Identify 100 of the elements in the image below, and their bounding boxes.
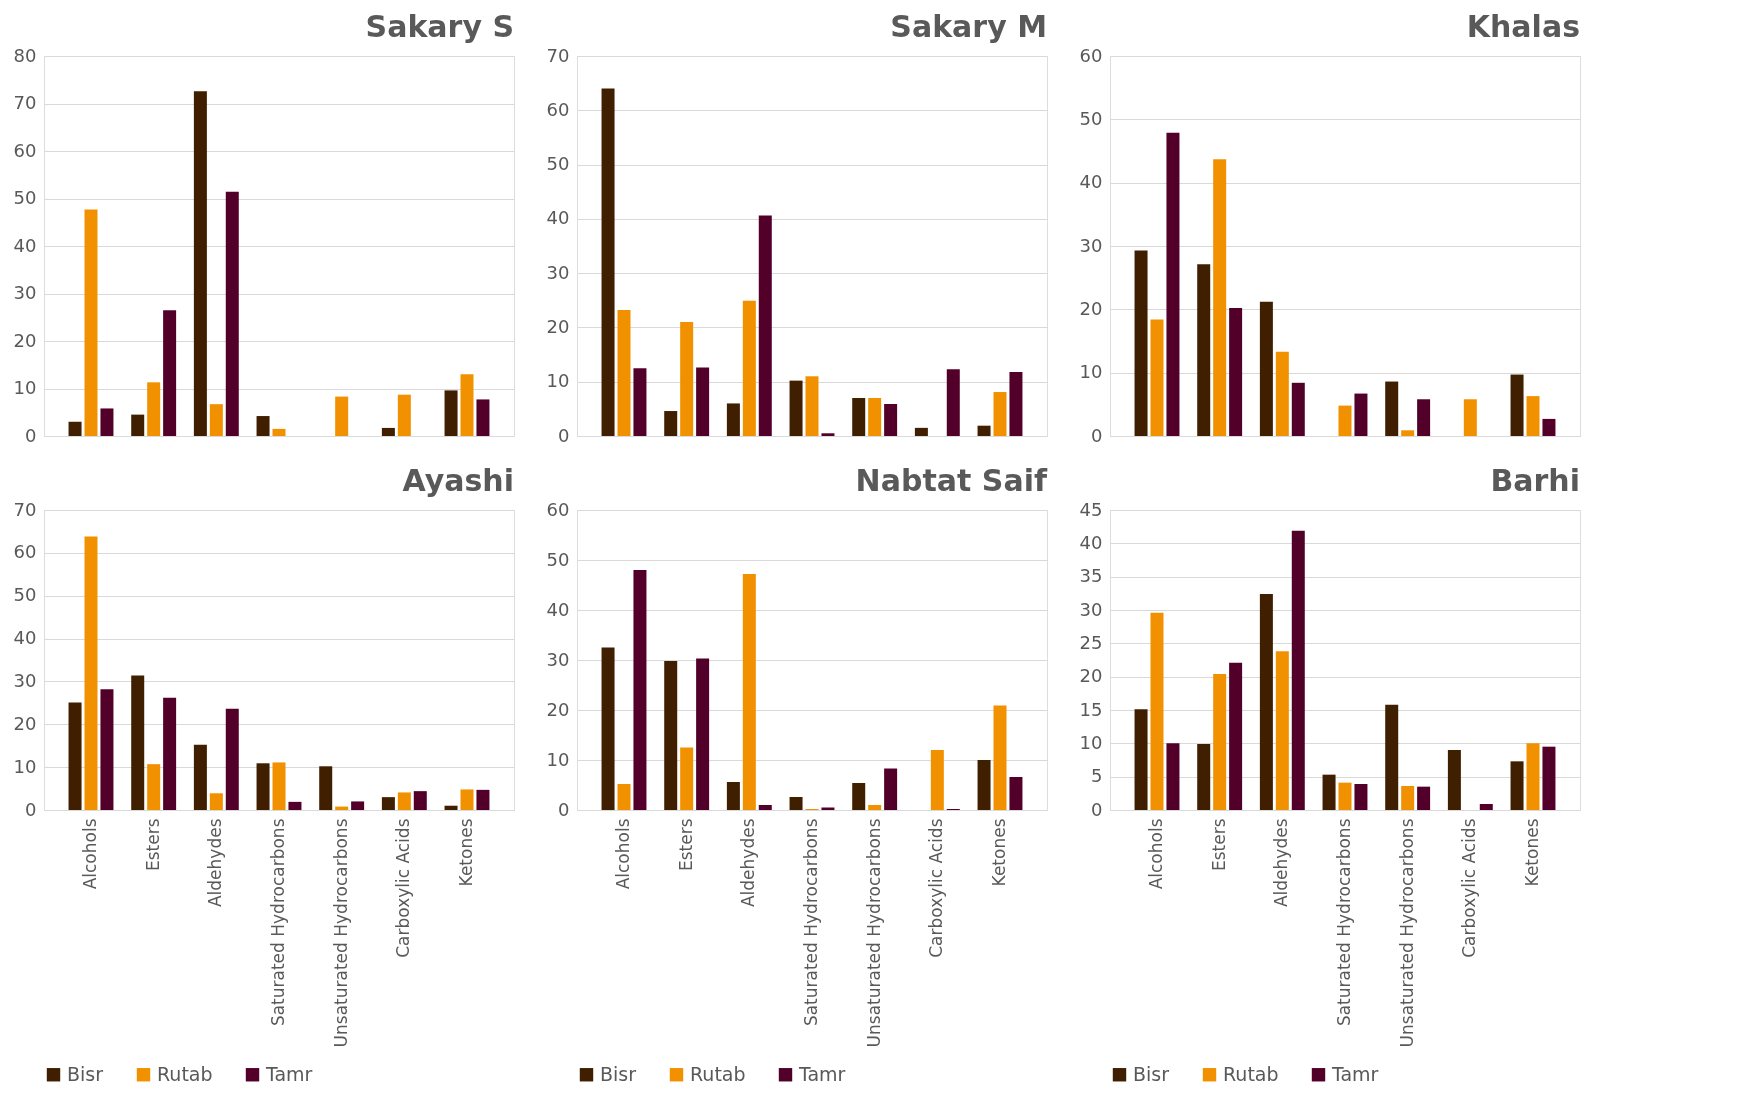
legend-label: Bisr (600, 1062, 637, 1085)
x-tick-label: Alcohols (1146, 818, 1166, 890)
bar (1229, 662, 1243, 810)
y-tick-label: 50 (13, 584, 37, 606)
bar (884, 768, 898, 810)
legend-label: Rutab (157, 1062, 213, 1085)
x-tick-label: Alcohols (80, 818, 100, 890)
chart-title: Sakary S (365, 9, 514, 44)
y-tick-label: 20 (13, 329, 37, 351)
y-tick-label: 40 (1079, 531, 1103, 553)
x-tick-label: Saturated Hydrocarbons (268, 818, 288, 1027)
legend-label: Rutab (1223, 1062, 1279, 1085)
bar (601, 88, 615, 436)
y-tick-label: 25 (1079, 631, 1103, 653)
bar (1526, 396, 1540, 436)
bar (758, 805, 772, 810)
bar (397, 394, 411, 436)
bar (884, 403, 898, 436)
y-tick-label: 70 (546, 44, 570, 66)
y-tick-label: 80 (13, 44, 37, 66)
y-tick-label: 0 (25, 798, 37, 820)
bar (680, 322, 694, 436)
bar (1134, 709, 1148, 810)
y-tick-label: 60 (1079, 44, 1103, 66)
bar (1354, 393, 1368, 436)
y-tick-label: 60 (546, 98, 570, 120)
bar (742, 300, 756, 436)
y-tick-label: 10 (546, 748, 570, 770)
bar (68, 421, 82, 436)
x-tick-label: Ketones (456, 818, 476, 887)
bar (1150, 612, 1164, 810)
bar (381, 427, 395, 436)
bar (758, 215, 772, 436)
y-tick-label: 10 (546, 370, 570, 392)
bar (601, 647, 615, 810)
bar (1354, 784, 1368, 810)
y-tick-label: 35 (1079, 565, 1103, 587)
y-tick-label: 10 (1079, 361, 1103, 383)
x-tick-label: Unsaturated Hydrocarbons (863, 818, 884, 1048)
bar (696, 658, 710, 810)
y-tick-label: 30 (13, 282, 37, 303)
bar (209, 404, 223, 436)
y-tick-label: 10 (13, 377, 37, 398)
bar (147, 764, 161, 810)
bar (1510, 761, 1524, 810)
bar (1322, 774, 1336, 810)
y-tick-label: 30 (1079, 234, 1103, 256)
y-tick-label: 50 (13, 187, 37, 208)
bar (1417, 399, 1431, 436)
chart-title: Khalas (1466, 9, 1580, 44)
bar (460, 374, 474, 436)
y-tick-label: 20 (13, 712, 37, 734)
y-tick-label: 0 (1091, 424, 1103, 446)
bar (68, 702, 82, 810)
bar (381, 797, 395, 810)
bar (444, 390, 458, 436)
bar (147, 382, 161, 436)
x-tick-label: Aldehydes (738, 818, 759, 908)
y-tick-label: 20 (1079, 297, 1103, 319)
y-tick-label: 0 (1091, 798, 1103, 820)
bar (1259, 301, 1273, 436)
bar (930, 750, 944, 810)
bar (193, 744, 207, 810)
bar (1213, 674, 1227, 810)
y-tick-label: 20 (546, 698, 570, 720)
y-tick-label: 30 (1079, 598, 1103, 620)
y-tick-label: 30 (546, 648, 570, 670)
x-tick-label: Aldehydes (205, 818, 226, 908)
chart-title: Barhi (1490, 463, 1580, 498)
bar (193, 91, 207, 436)
y-tick-label: 45 (1079, 498, 1103, 520)
x-tick-label: Esters (142, 818, 163, 872)
x-tick-label: Esters (675, 818, 696, 872)
y-tick-label: 70 (13, 92, 37, 113)
bar (444, 805, 458, 810)
bar (664, 661, 678, 810)
bar (288, 801, 302, 810)
bar (726, 403, 740, 436)
bar (977, 425, 991, 436)
bar (1542, 746, 1556, 810)
bar (413, 791, 427, 810)
bar (696, 367, 710, 436)
bar (726, 782, 740, 810)
bar (852, 398, 866, 436)
bar (617, 784, 631, 810)
bar (1463, 399, 1477, 436)
bar (209, 793, 223, 810)
bar (1009, 371, 1023, 436)
x-tick-label: Esters (1208, 818, 1229, 872)
y-tick-label: 40 (13, 627, 37, 649)
bar (163, 310, 177, 436)
bar (1385, 704, 1399, 810)
bar (335, 396, 349, 436)
bar (319, 766, 333, 810)
y-tick-label: 50 (546, 153, 570, 175)
x-tick-label: Carboxylic Acids (1459, 818, 1480, 958)
bar (1401, 786, 1415, 810)
y-tick-label: 70 (13, 498, 37, 520)
chart-title: Sakary M (890, 9, 1047, 44)
bar (1275, 651, 1289, 810)
